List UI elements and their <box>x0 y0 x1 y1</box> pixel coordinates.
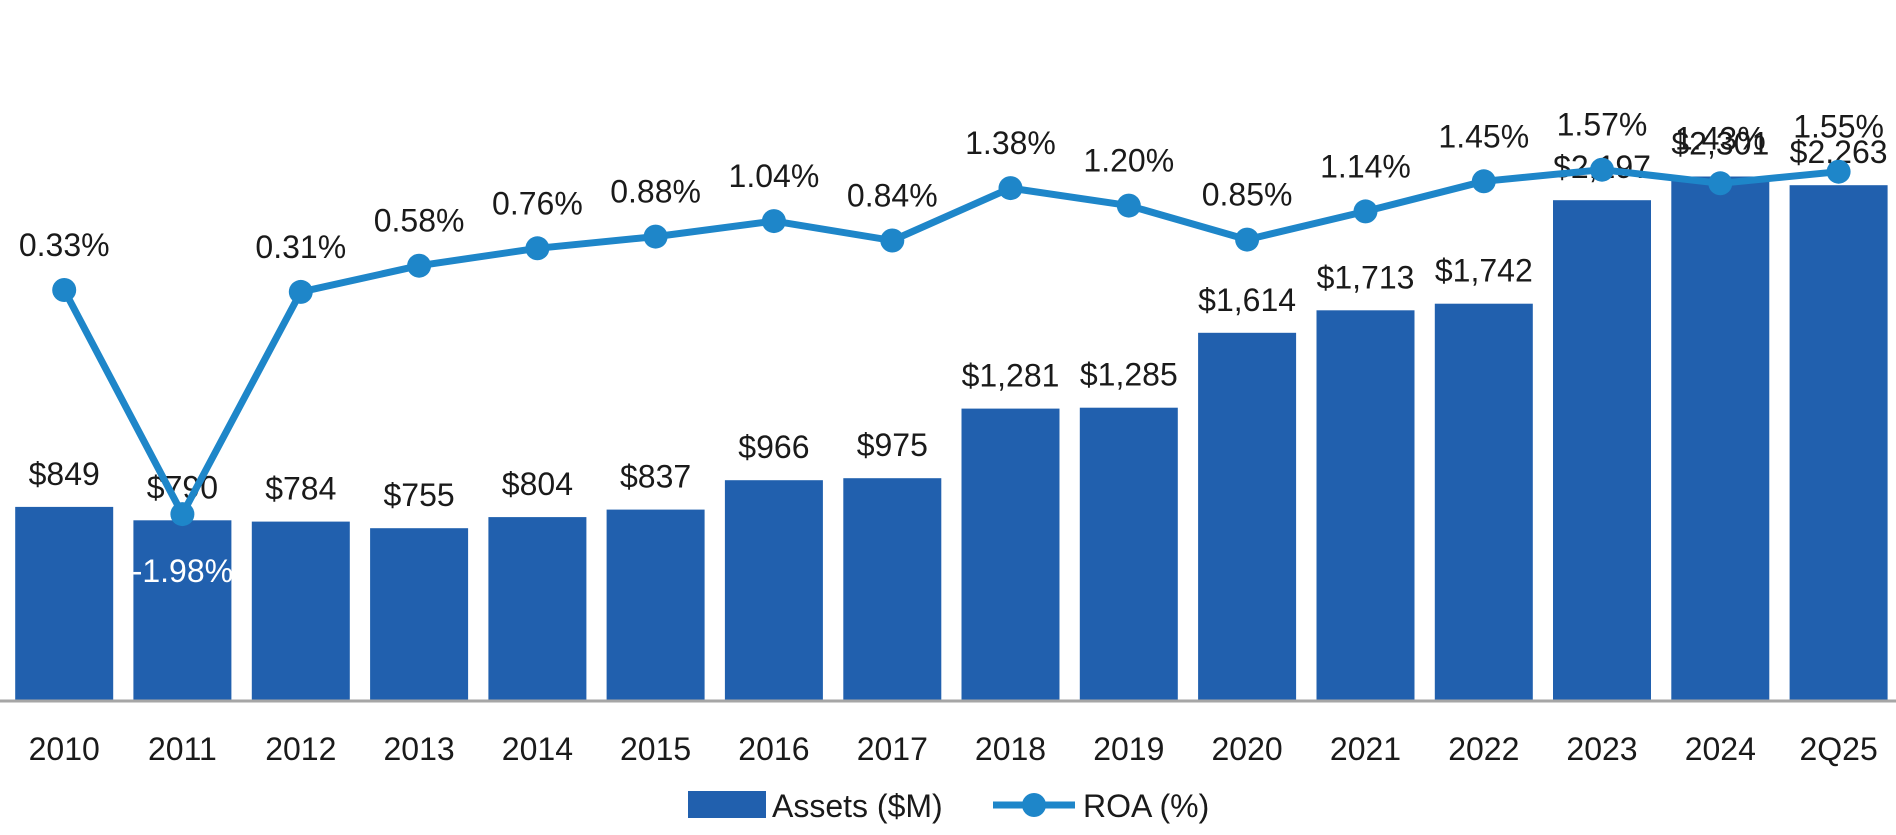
bar-label-2020: $1,614 <box>1198 282 1296 318</box>
bar-2018 <box>961 408 1060 700</box>
roa-label-2020: 0.85% <box>1202 177 1293 213</box>
roa-label-2022: 1.45% <box>1438 118 1529 154</box>
roa-point-2022 <box>1471 169 1496 194</box>
legend-swatch-roa-marker <box>1022 793 1046 817</box>
roa-point-2015 <box>643 224 668 249</box>
roa-label-2014: 0.76% <box>492 185 583 221</box>
bar-2024 <box>1671 176 1770 700</box>
roa-point-2017 <box>880 228 905 253</box>
bar-2015 <box>606 509 705 700</box>
roa-point-2024 <box>1708 171 1733 196</box>
roa-label-2015: 0.88% <box>610 174 701 210</box>
bar-label-2014: $804 <box>502 466 573 502</box>
bar-2013 <box>370 528 469 700</box>
x-tick-2012: 2012 <box>265 731 336 767</box>
roa-label-2011: -1.98% <box>132 553 233 589</box>
x-tick-2021: 2021 <box>1330 731 1401 767</box>
roa-line <box>61 166 1839 518</box>
x-tick-2018: 2018 <box>975 731 1046 767</box>
x-tick-2015: 2015 <box>620 731 691 767</box>
roa-label-2Q25: 1.55% <box>1793 109 1884 145</box>
roa-label-2010: 0.33% <box>19 227 110 263</box>
roa-label-2013: 0.58% <box>374 203 465 239</box>
roa-point-2021 <box>1353 199 1378 224</box>
bar-2016 <box>724 480 823 700</box>
bar-label-2016: $966 <box>738 429 809 465</box>
x-tick-2016: 2016 <box>738 731 809 767</box>
roa-point-2Q25 <box>1826 159 1851 184</box>
roa-label-2017: 0.84% <box>847 178 938 214</box>
bar-2012 <box>251 521 350 700</box>
x-tick-2010: 2010 <box>29 731 100 767</box>
roa-label-2012: 0.31% <box>255 229 346 265</box>
x-tick-2014: 2014 <box>502 731 573 767</box>
x-tick-2017: 2017 <box>857 731 928 767</box>
bar-2014 <box>488 517 587 700</box>
bar-label-2024: $2,301 <box>1671 126 1769 162</box>
roa-point-2020 <box>1235 227 1260 252</box>
roa-point-2011 <box>170 502 195 527</box>
bar-label-2017: $975 <box>857 427 928 463</box>
bar-2022 <box>1434 303 1533 700</box>
roa-point-2010 <box>52 278 77 302</box>
roa-label-2024: 1.43% <box>1675 120 1766 156</box>
x-tick-2022: 2022 <box>1448 731 1519 767</box>
roa-label-2019: 1.20% <box>1083 143 1174 179</box>
bar-2023 <box>1553 200 1651 700</box>
bar-label-2018: $1,281 <box>962 358 1060 394</box>
x-tick-2Q25: 2Q25 <box>1799 731 1877 767</box>
bar-2Q25 <box>1789 185 1888 700</box>
bar-2019 <box>1079 407 1178 700</box>
legend-swatch-assets <box>688 791 766 818</box>
legend-label-assets: Assets ($M) <box>772 788 943 824</box>
roa-label-2023: 1.57% <box>1557 107 1648 143</box>
bar-label-2010: $849 <box>29 456 100 492</box>
bar-label-2022: $1,742 <box>1435 253 1533 289</box>
bar-label-2019: $1,285 <box>1080 357 1178 393</box>
x-tick-2020: 2020 <box>1212 731 1283 767</box>
bar-2021 <box>1316 310 1415 700</box>
roa-point-2012 <box>288 279 313 304</box>
roa-point-2013 <box>407 253 432 278</box>
roa-label-2021: 1.14% <box>1320 148 1411 184</box>
bar-2010 <box>15 506 114 700</box>
bar-label-2012: $784 <box>265 471 336 507</box>
bar-2017 <box>843 478 942 700</box>
x-tick-2011: 2011 <box>148 731 217 767</box>
bar-label-2013: $755 <box>384 477 455 513</box>
x-tick-2013: 2013 <box>384 731 455 767</box>
legend-label-roa: ROA (%) <box>1083 788 1209 824</box>
roa-label-2016: 1.04% <box>729 158 820 194</box>
bar-label-2021: $1,713 <box>1317 259 1415 295</box>
roa-point-2018 <box>998 176 1023 201</box>
roa-point-2023 <box>1590 157 1614 182</box>
bar-2020 <box>1198 332 1297 700</box>
roa-point-2019 <box>1116 193 1141 218</box>
roa-label-2018: 1.38% <box>965 125 1056 161</box>
bar-2011 <box>133 520 232 700</box>
roa-point-2016 <box>761 209 786 234</box>
roa-point-2014 <box>525 236 550 261</box>
x-tick-2024: 2024 <box>1685 731 1756 767</box>
x-tick-2023: 2023 <box>1566 731 1637 767</box>
bar-label-2015: $837 <box>620 459 691 495</box>
x-tick-2019: 2019 <box>1093 731 1164 767</box>
